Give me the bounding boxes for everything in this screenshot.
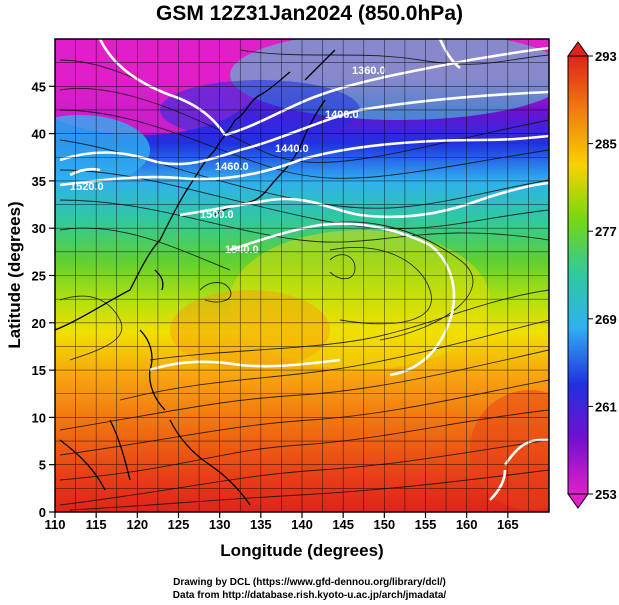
contour-label: 1500.0 [200,209,234,221]
colorbar-scale [567,55,589,495]
y-tick-label: 10 [32,410,46,425]
colorbar-tick-label: 277 [595,224,617,239]
y-tick-label: 30 [32,221,46,236]
y-tick-label: 5 [39,458,46,473]
x-tick-label: 150 [373,517,395,532]
x-tick-label: 115 [86,517,107,532]
colorbar: 293 285 277 269 261 253 [567,41,617,509]
y-tick-label: 25 [32,269,46,284]
temperature-field [55,39,549,512]
contour-label: 1520.0 [70,181,104,193]
colorbar-tick-label: 269 [595,312,617,327]
y-tick-label: 15 [32,363,46,378]
x-tick-label: 165 [497,517,519,532]
contour-label: 1400.0 [325,109,359,121]
x-axis-ticks: 110 115 120 125 130 135 140 145 150 155 160 165 [45,512,519,532]
y-tick-label: 35 [32,174,46,189]
lat-lon-grid [54,38,550,513]
map-title: GSM 12Z31Jan2024 (850.0hPa) [155,2,463,25]
contour-label: 1360.0 [352,65,386,77]
contour-label: 1460.0 [215,161,249,173]
x-tick-label: 110 [45,517,66,532]
y-tick-label: 45 [32,79,46,94]
colorbar-tick-label: 253 [595,487,617,502]
x-tick-label: 125 [168,517,190,532]
contour-label: 1540.0 [225,244,259,256]
colorbar-tick-label: 261 [595,399,617,414]
x-tick-label: 160 [456,517,478,532]
credit-data: Data from http://database.rish.kyoto-u.a… [172,590,447,601]
y-tick-label: 0 [39,505,46,520]
x-tick-label: 145 [332,517,354,532]
contour-label: 1440.0 [275,143,309,155]
y-axis-label: Latitude (degrees) [5,201,24,348]
colorbar-tick-label: 285 [595,137,617,152]
x-tick-label: 140 [291,517,313,532]
x-tick-label: 130 [209,517,231,532]
x-tick-label: 155 [415,517,437,532]
colorbar-bottom-arrow [567,493,589,509]
colorbar-tick-label: 293 [595,49,617,64]
y-tick-label: 20 [32,316,46,331]
credit-drawing: Drawing by DCL (https://www.gfd-dennou.o… [173,577,446,588]
y-axis-ticks: 0 5 10 15 20 25 30 35 40 45 [32,79,55,520]
colorbar-top-arrow [567,41,589,57]
x-axis-label: Longitude (degrees) [220,541,383,560]
x-tick-label: 135 [250,517,272,532]
x-tick-label: 120 [126,517,148,532]
y-tick-label: 40 [32,127,46,142]
